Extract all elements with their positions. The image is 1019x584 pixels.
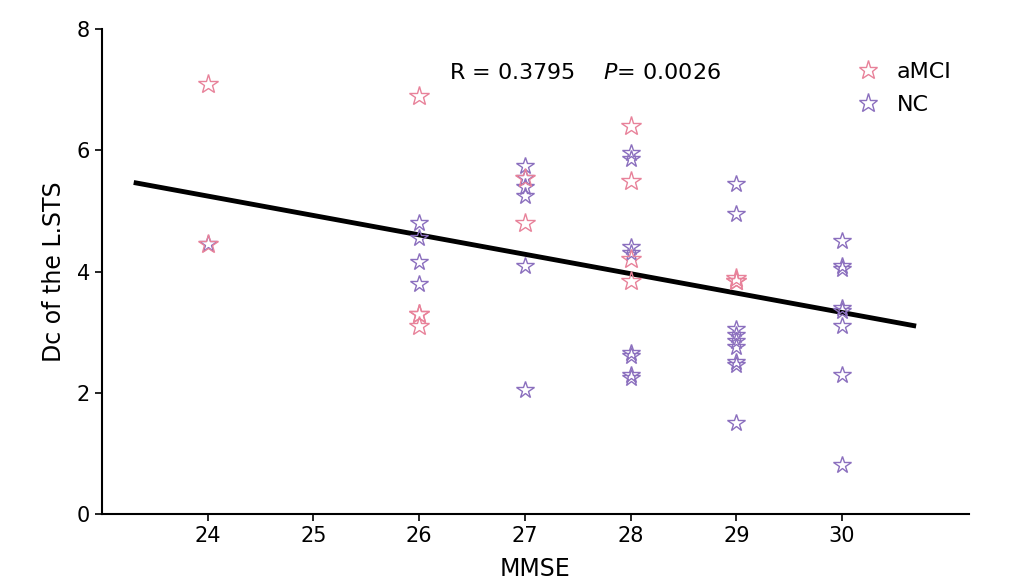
Text: R = 0.3795    $\it{P}$= 0.0026: R = 0.3795 $\it{P}$= 0.0026 (448, 63, 720, 83)
Legend: aMCI, NC: aMCI, NC (838, 55, 957, 121)
Y-axis label: Dc of the L.STS: Dc of the L.STS (42, 181, 65, 362)
X-axis label: MMSE: MMSE (499, 557, 571, 581)
